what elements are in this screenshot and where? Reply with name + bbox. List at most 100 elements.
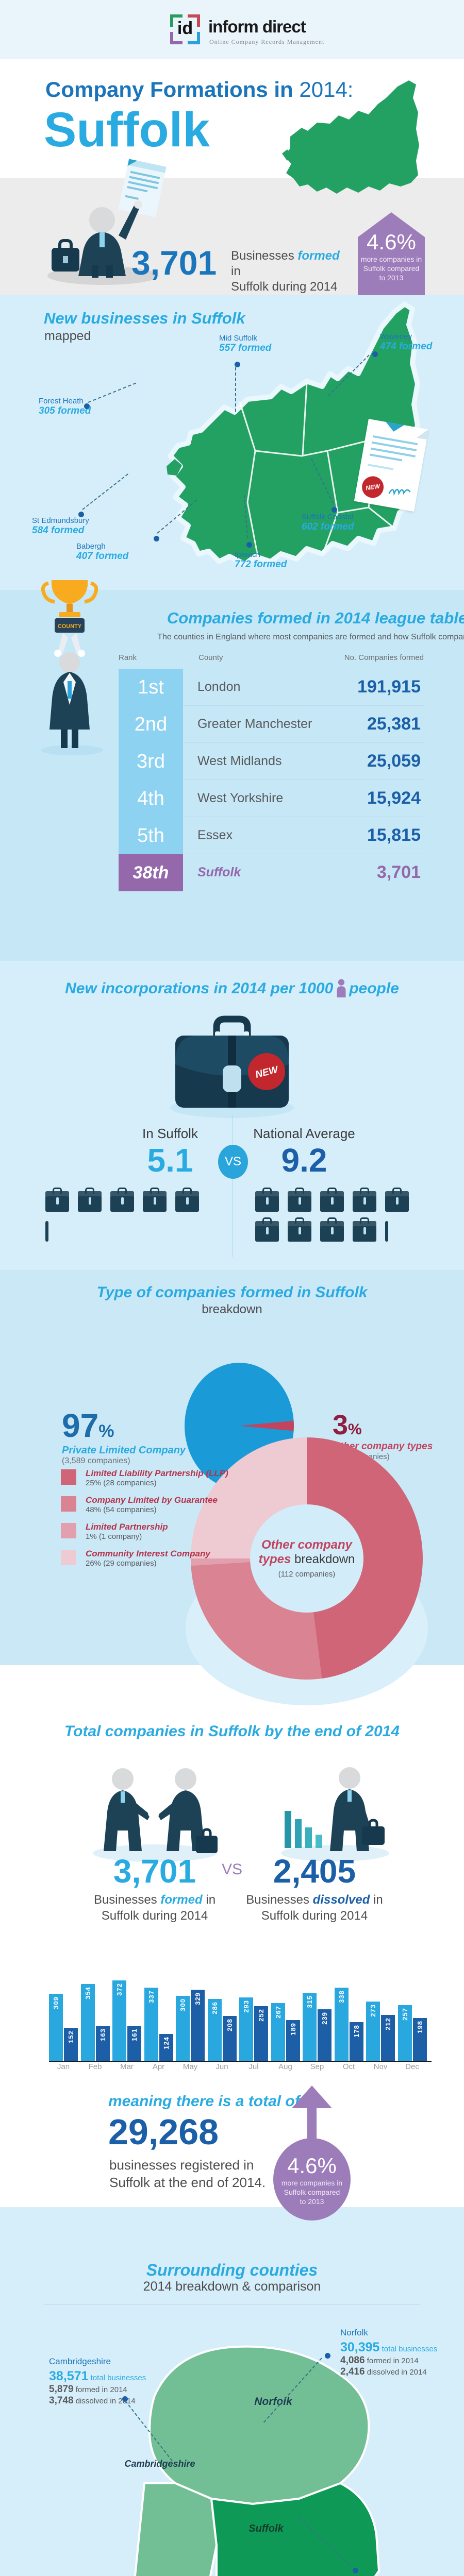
- map-label-norfolk: Norfolk: [254, 2396, 293, 2408]
- per1000new-right-label: National Average: [253, 1126, 355, 1141]
- county-total-value: 38,571: [49, 2369, 89, 2383]
- meaning-desc-2: Suffolk at the end of 2014.: [109, 2175, 266, 2190]
- county-name: Norfolk: [340, 2328, 368, 2337]
- map-dot: [78, 512, 84, 517]
- map-dot: [154, 536, 159, 541]
- month-label: Jun: [216, 2062, 228, 2071]
- district-name: St Edmundsbury: [32, 516, 89, 525]
- bar-value: 293: [239, 2000, 253, 2013]
- county-cell: West Midlands: [197, 754, 282, 768]
- growth-circle: 4.6% more companies in Suffolk compared …: [273, 2138, 351, 2221]
- vs-circle: VS: [218, 1145, 248, 1179]
- map-label-cambridgeshire: Cambridgeshire: [124, 2459, 195, 2469]
- map-dot: [332, 507, 337, 513]
- bar-dissolved: 252: [254, 2006, 268, 2061]
- signature-squiggle: [388, 488, 411, 496]
- district-name: Suffolk Coastal: [302, 513, 354, 521]
- legend-swatch: [61, 1550, 76, 1565]
- brand-logo-icon: id: [170, 14, 200, 44]
- month-label: Feb: [88, 2062, 102, 2071]
- hero-suffolk-map: [282, 80, 419, 194]
- hero-title-year: 2014:: [299, 77, 354, 101]
- value-cell: 3,701: [376, 862, 421, 882]
- county-cell: London: [197, 680, 241, 694]
- pentagon-l3: to 2013: [379, 274, 404, 282]
- bar-value: 178: [350, 2025, 363, 2038]
- bar-formed: 300: [176, 1996, 190, 2061]
- per1000new-left-value: 5.1: [147, 1142, 193, 1179]
- pie-other-pct-sign: %: [348, 1421, 362, 1438]
- bar-value-text: 293: [242, 2000, 250, 2013]
- brand-tagline: Online Company Records Management: [209, 38, 325, 45]
- bar-value-text: 315: [306, 1995, 313, 2008]
- bar-value-text: 309: [52, 1996, 60, 2009]
- briefcase-icon: [353, 1191, 376, 1212]
- bar-value: 163: [96, 2028, 110, 2041]
- map-label-suffolk: Suffolk: [248, 2523, 284, 2534]
- league1-subtitle: The counties in England where most compa…: [157, 633, 464, 641]
- mapped-title: New businesses in Suffolk: [44, 309, 245, 327]
- legend-note: 26% (29 companies): [86, 1559, 157, 1568]
- rank-cell: 38th: [119, 854, 183, 891]
- map-dot: [235, 362, 240, 367]
- hero-formed-pre: Businesses: [231, 249, 298, 263]
- per1000new-title: New incorporations in 2014 per 1000 peop…: [0, 979, 464, 997]
- county-formed: 5,879 formed in 2014: [49, 2384, 168, 2395]
- bar-value-text: 152: [67, 2030, 75, 2043]
- district-label-ipswich: Ipswich 772 formed: [235, 550, 312, 570]
- legend-item: Limited Liability Partnership (LLP) 25% (…: [61, 1468, 277, 1487]
- pie-other-pct: 3: [333, 1410, 349, 1440]
- hero-title-main: Company Formations in: [45, 77, 293, 101]
- donut-center-b: types: [258, 1552, 291, 1566]
- bar-value-text: 161: [130, 2028, 138, 2041]
- new-company-certificate: NEW: [354, 418, 429, 512]
- legend-note: 48% (54 companies): [86, 1505, 157, 1514]
- bar-formed: 354: [80, 1984, 95, 2061]
- legend-swatch: [61, 1496, 76, 1512]
- totals-formed-rest: Suffolk during 2014: [101, 1909, 208, 1923]
- bar-dissolved: 178: [349, 2022, 363, 2061]
- bar-value: 239: [318, 2012, 332, 2025]
- growth-circle-l1: more companies in: [281, 2179, 343, 2187]
- county-dissolved: 3,748 dissolved in 2014: [49, 2395, 168, 2406]
- legend-item: Limited Partnership 1% (1 company): [61, 1522, 277, 1541]
- hero-title: Company Formations in 2014:: [45, 77, 353, 102]
- per1000new-right-value: 9.2: [281, 1142, 327, 1179]
- totals-formed-value: 3,701: [113, 1853, 196, 1890]
- types-title: Type of companies formed in Suffolk: [96, 1284, 368, 1301]
- bar-value: 338: [335, 1990, 349, 2003]
- bar-formed: 286: [207, 1999, 222, 2061]
- county-formed-label: formed in 2014: [364, 2357, 419, 2365]
- certificate-fold: [417, 428, 429, 440]
- hero-formed-label: Businesses formed in Suffolk during 2014: [231, 248, 350, 295]
- district-label-suffolk-coastal: Suffolk Coastal 602 formed: [302, 513, 389, 533]
- surrounding-title: Surrounding counties: [146, 2261, 318, 2279]
- trophy-man-county: COUNTY: [41, 580, 103, 755]
- county-total: 30,395 total businesses: [340, 2340, 459, 2355]
- bar-dissolved: 198: [412, 2018, 427, 2061]
- district-value: 772 formed: [235, 559, 287, 570]
- header-band: [0, 0, 464, 59]
- legend-label: Limited Partnership: [86, 1522, 168, 1532]
- county-dissolved: 2,416 dissolved in 2014: [340, 2366, 459, 2378]
- pie-main-label: 97% Private Limited Company (3,589 compa…: [62, 1406, 186, 1466]
- bar-formed: 372: [112, 1980, 126, 2061]
- growth-circle-value: 4.6%: [287, 2154, 337, 2178]
- district-label-forest-heath: Forest Heath 305 formed: [39, 397, 116, 417]
- table-row: 3rd West Midlands 25,059: [119, 743, 424, 780]
- logo-corner-blue: [188, 32, 200, 44]
- per1000new-left-label: In Suffolk: [142, 1126, 198, 1141]
- month-label: Oct: [342, 2062, 355, 2071]
- pentagon-l1: more companies in: [360, 255, 422, 263]
- new-badge: NEW: [360, 474, 385, 500]
- totals-formed-label: Businesses formed in Suffolk during 2014: [77, 1892, 232, 1924]
- bar-value: 337: [144, 1990, 158, 2003]
- pentagon-l2: Suffolk compared: [363, 264, 420, 273]
- county-formed-value: 4,086: [340, 2355, 365, 2366]
- handshake-illustration: [93, 1768, 218, 1862]
- bar-value: 124: [159, 2037, 173, 2049]
- bar-value: 198: [413, 2021, 427, 2033]
- per1000new-title-b: people: [349, 980, 399, 997]
- bar-formed: 309: [49, 1994, 63, 2061]
- totals-formed-word: formed: [160, 1893, 203, 1907]
